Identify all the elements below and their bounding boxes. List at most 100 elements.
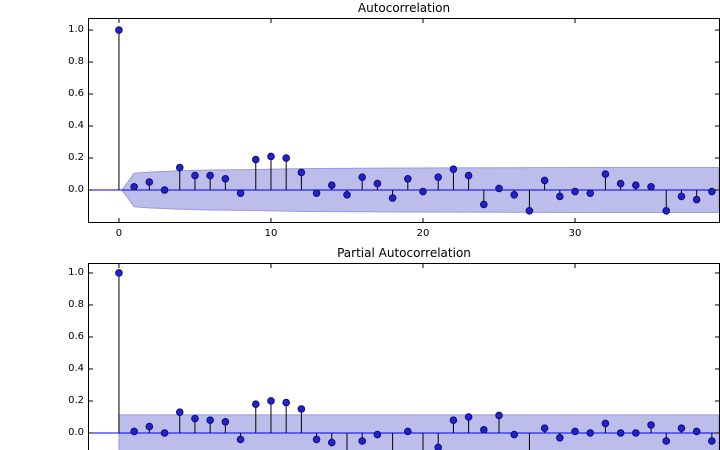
pacf-marker (327, 438, 336, 447)
pacf-y-tick-label: 0.2 (68, 394, 84, 406)
acf-axes (88, 18, 720, 223)
pacf-marker (297, 405, 306, 413)
acf-marker (282, 154, 290, 162)
pacf-marker (191, 414, 199, 423)
pacf-axes (88, 263, 720, 450)
acf-y-tick-label: 1.0 (68, 24, 84, 36)
acf-marker (632, 181, 640, 190)
acf-marker (343, 191, 351, 199)
acf-marker (647, 183, 655, 191)
pacf-marker (175, 408, 184, 416)
acf-marker (525, 207, 534, 215)
acf-marker (571, 187, 579, 196)
acf-marker (388, 194, 397, 202)
pacf-marker (647, 421, 655, 429)
acf-marker (692, 195, 701, 204)
pacf-marker (373, 430, 382, 439)
pacf-marker (160, 429, 169, 437)
pacf-marker (358, 437, 366, 445)
pacf-marker (495, 411, 503, 420)
acf-marker (327, 181, 336, 190)
pacf-marker (267, 397, 275, 405)
pacf-marker (601, 419, 610, 428)
pacf-marker (692, 427, 701, 436)
acf-marker (175, 163, 184, 172)
acf-marker (616, 179, 625, 188)
acf-marker (115, 26, 123, 34)
acf-marker (312, 189, 321, 198)
acf-y-tick-label: 0.4 (68, 120, 84, 132)
pacf-marker (145, 422, 154, 431)
acf-x-tick-label: 0 (115, 228, 123, 239)
acf-marker (358, 173, 366, 182)
acf-marker (221, 175, 230, 183)
pacf-marker (115, 269, 123, 277)
acf-marker (130, 183, 138, 191)
acf-marker (662, 207, 671, 215)
pacf-marker (616, 429, 625, 437)
pacf-y-tick-label: 0.8 (68, 298, 84, 310)
acf-marker (206, 171, 214, 180)
acf-marker (464, 171, 473, 180)
pacf-marker (251, 400, 260, 408)
pacf-y-tick-label: 0.0 (68, 426, 84, 438)
acf-marker (708, 187, 716, 196)
acf-marker (556, 192, 564, 201)
acf-marker (160, 186, 169, 194)
acf-marker (449, 165, 458, 174)
acf-marker (251, 155, 260, 164)
pacf-marker (677, 424, 686, 432)
pacf-marker (662, 437, 671, 445)
pacf-marker (708, 437, 716, 445)
pacf-marker (312, 435, 321, 444)
pacf-marker (510, 430, 519, 439)
pacf-title: Partial Autocorrelation (337, 246, 471, 260)
acf-marker (297, 168, 306, 177)
pacf-marker (556, 433, 564, 442)
acf-marker (601, 170, 610, 178)
pacf-marker (404, 427, 412, 436)
pacf-marker (480, 425, 488, 434)
acf-x-tick-label: 30 (568, 228, 582, 239)
pacf-y-tick-label: 1.0 (68, 266, 84, 278)
acf-x-tick-label: 10 (264, 228, 278, 239)
acf-marker (236, 189, 245, 198)
acf-marker (434, 173, 443, 182)
acf-title: Autocorrelation (357, 1, 451, 15)
acf-marker (191, 171, 199, 180)
pacf-marker (434, 443, 443, 450)
pacf-marker (632, 429, 640, 437)
pacf-marker (449, 416, 458, 424)
acf-canvas (89, 19, 719, 222)
pacf-marker (206, 416, 214, 424)
acf-y-tick-label: 0.2 (68, 152, 84, 163)
acf-marker (419, 187, 427, 196)
acf-y-tick-label: 0.8 (68, 56, 84, 68)
acf-marker (267, 152, 275, 161)
acf-x-tick-label: 20 (416, 228, 430, 239)
pacf-y-tick-label: 0.4 (68, 362, 84, 374)
pacf-marker (464, 413, 473, 421)
acf-marker (480, 200, 488, 209)
acf-marker (404, 175, 412, 183)
pacf-confidence-band (118, 414, 719, 450)
acf-marker (373, 179, 382, 188)
acf-marker (540, 176, 549, 185)
pacf-y-tick-label: 0.6 (68, 330, 84, 342)
acf-marker (145, 178, 154, 186)
acf-marker (677, 192, 686, 201)
acf-y-tick-label: 0.0 (68, 184, 84, 195)
pacf-marker (221, 417, 230, 426)
acf-marker (510, 191, 519, 199)
acf-marker (586, 189, 595, 198)
acf-marker (495, 184, 503, 193)
pacf-marker (571, 427, 579, 436)
pacf-marker (540, 424, 549, 432)
acf-y-tick-label: 0.6 (68, 88, 84, 100)
pacf-marker (586, 429, 595, 437)
pacf-marker (236, 435, 245, 444)
pacf-canvas (89, 264, 719, 450)
pacf-marker (130, 427, 138, 436)
pacf-marker (282, 398, 290, 407)
